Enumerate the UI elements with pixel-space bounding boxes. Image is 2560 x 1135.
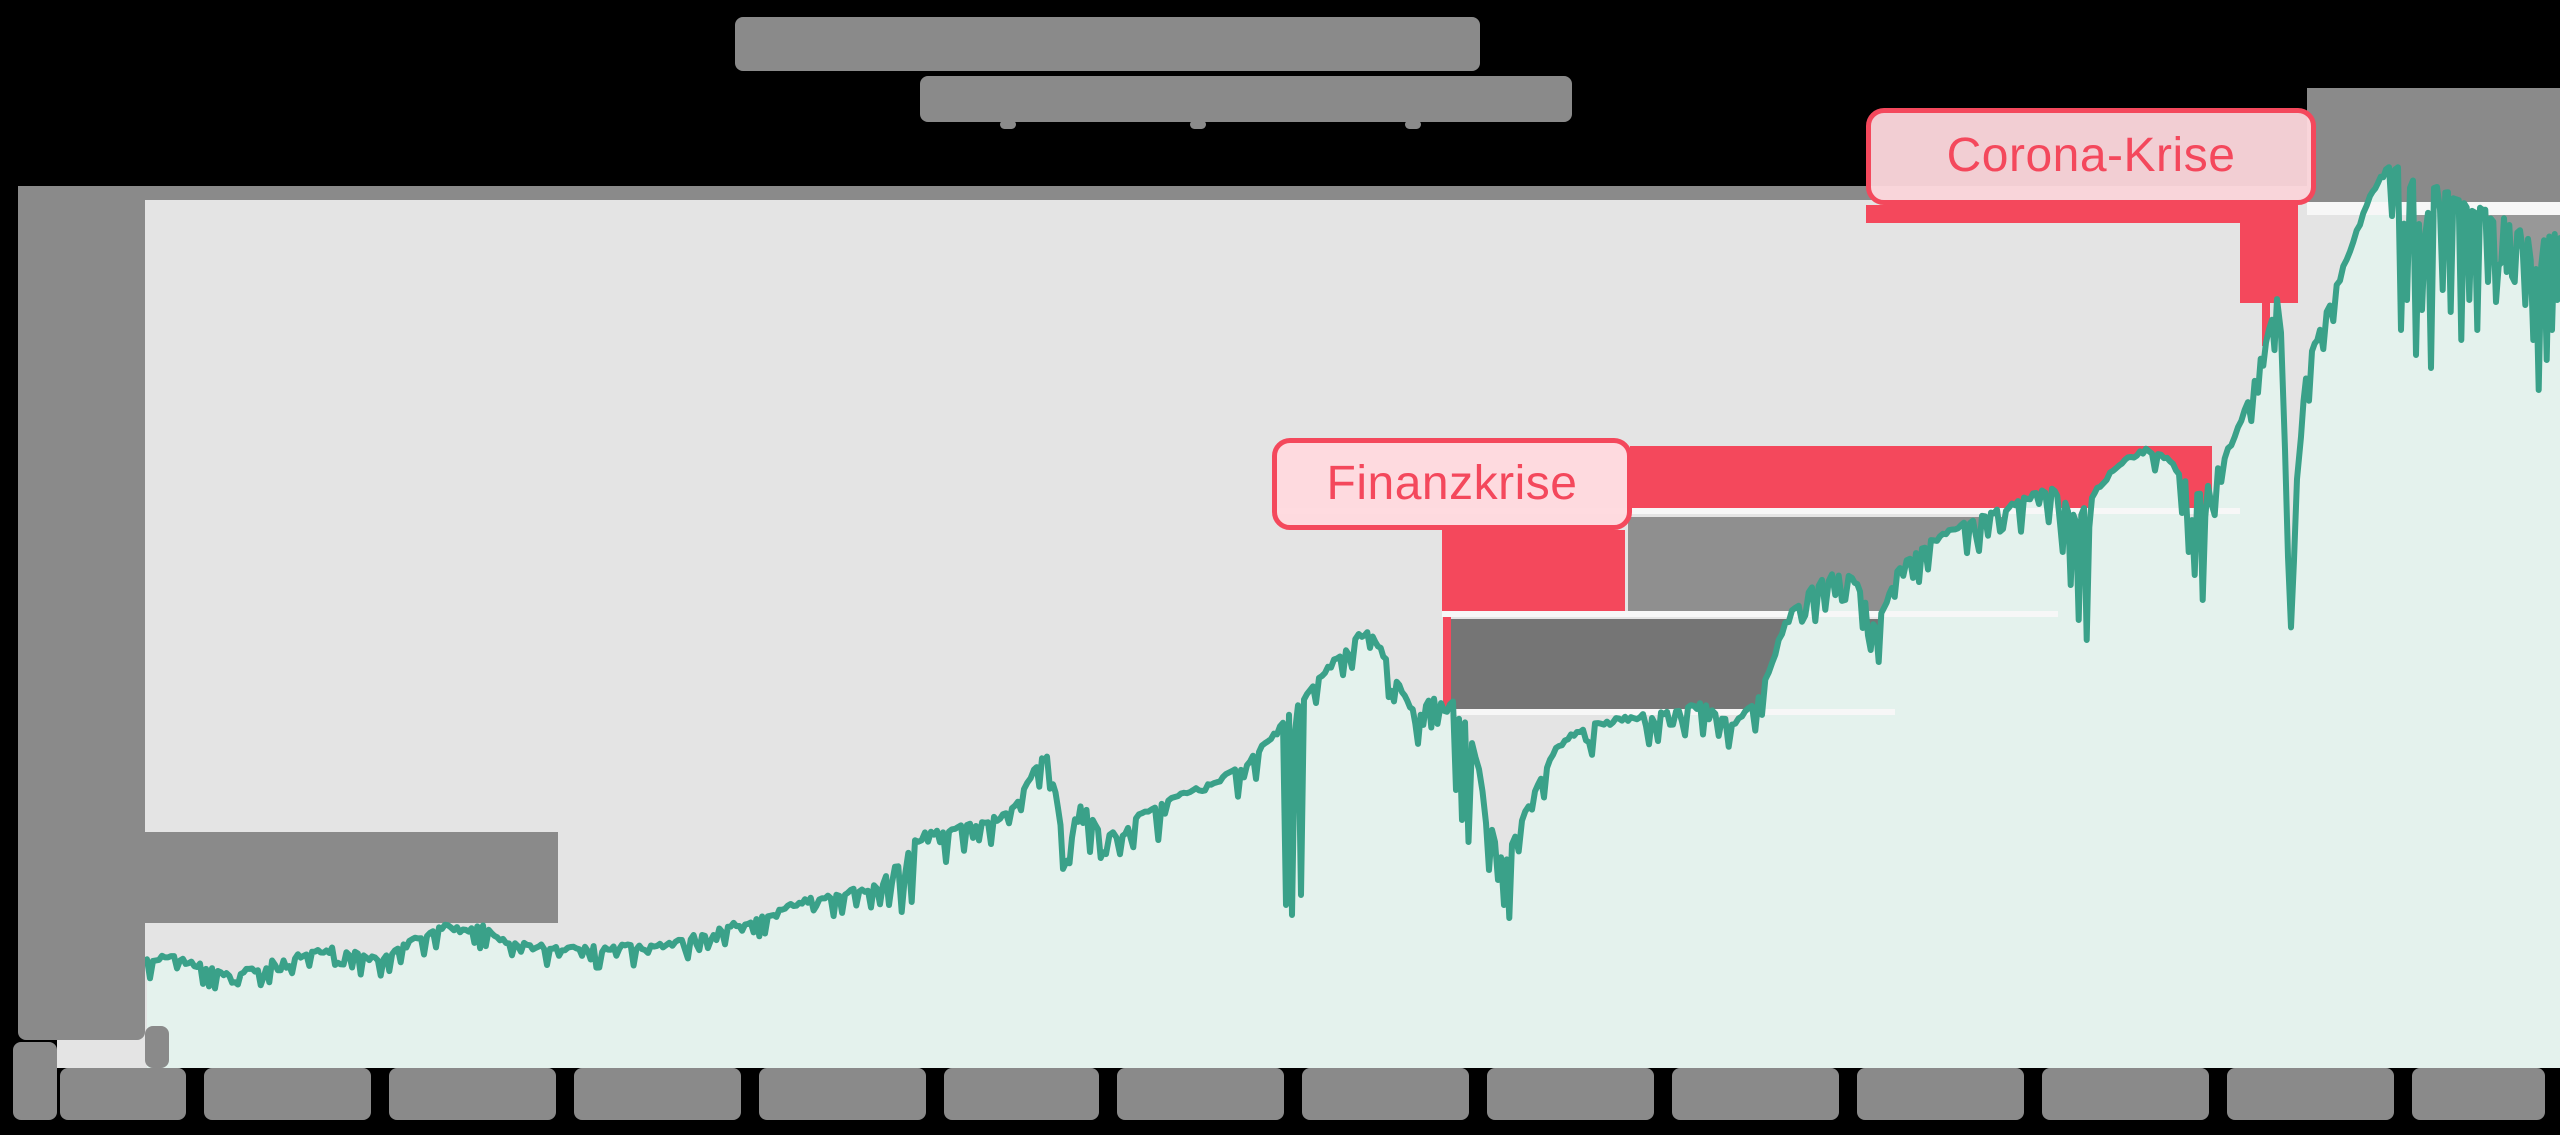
index-area-fill [147,167,2560,1068]
redacted-x-axis-label [1302,1068,1469,1120]
corona-callout: Corona-Krise [1866,108,2316,205]
crisis-pointer-line [1443,617,1451,712]
redacted-x-axis-label [2412,1068,2545,1120]
redacted-x-axis-label [2227,1068,2394,1120]
redacted-title-bar [735,17,1480,71]
redaction-block [145,832,558,923]
white-gridline-stripe [1272,508,2240,514]
redacted-x-axis-label [389,1068,556,1120]
redacted-x-axis-label [1672,1068,1839,1120]
redaction-block [2307,88,2560,202]
redacted-x-axis-label [1117,1068,1284,1120]
finanzkrise-label: Finanzkrise [1326,456,1578,510]
redacted-y-axis-labels [18,186,145,1040]
white-gridline-stripe [1450,709,1895,715]
corona-label: Corona-Krise [1946,129,2236,182]
redacted-axis-blob [145,1026,169,1068]
redacted-title-descender [1405,120,1421,129]
redacted-x-axis-label [1857,1068,2024,1120]
redacted-axis-blob [13,1042,57,1120]
crisis-marker-column [2240,205,2298,303]
redacted-title-bar [920,76,1572,122]
redacted-x-axis-label [204,1068,371,1120]
redacted-x-axis-label [574,1068,741,1120]
redacted-x-axis-label [1487,1068,1654,1120]
redacted-title-descender [1000,120,1016,129]
white-gridline-stripe [1442,611,2058,617]
redacted-x-axis-label [60,1068,186,1120]
finanzkrise-callout: Finanzkrise [1272,438,1632,530]
redacted-x-axis-label [2042,1068,2209,1120]
index-line [144,164,2560,992]
redacted-x-axis-label [944,1068,1099,1120]
redacted-title-descender [1190,120,1206,129]
crisis-pointer-line [2262,303,2270,346]
crisis-marker-column [1442,530,1625,617]
redacted-x-axis-label [759,1068,926,1120]
crisis-connector-bar [1866,205,2240,223]
